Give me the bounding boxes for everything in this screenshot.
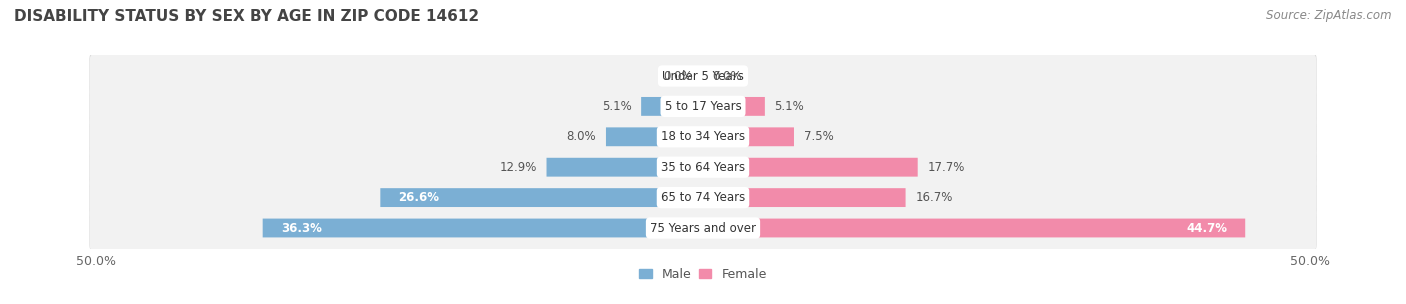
Text: Under 5 Years: Under 5 Years bbox=[662, 70, 744, 82]
FancyBboxPatch shape bbox=[547, 158, 703, 177]
FancyBboxPatch shape bbox=[381, 188, 703, 207]
Text: 8.0%: 8.0% bbox=[567, 130, 596, 143]
FancyBboxPatch shape bbox=[703, 158, 918, 177]
FancyBboxPatch shape bbox=[89, 113, 1317, 160]
FancyBboxPatch shape bbox=[90, 54, 1316, 99]
Text: 12.9%: 12.9% bbox=[499, 161, 537, 174]
Text: 18 to 34 Years: 18 to 34 Years bbox=[661, 130, 745, 143]
Text: 7.5%: 7.5% bbox=[804, 130, 834, 143]
Text: 65 to 74 Years: 65 to 74 Years bbox=[661, 191, 745, 204]
FancyBboxPatch shape bbox=[703, 127, 794, 146]
Text: DISABILITY STATUS BY SEX BY AGE IN ZIP CODE 14612: DISABILITY STATUS BY SEX BY AGE IN ZIP C… bbox=[14, 9, 479, 24]
FancyBboxPatch shape bbox=[90, 176, 1316, 220]
FancyBboxPatch shape bbox=[641, 97, 703, 116]
Text: 0.0%: 0.0% bbox=[713, 70, 742, 82]
Legend: Male, Female: Male, Female bbox=[634, 263, 772, 286]
Text: 17.7%: 17.7% bbox=[928, 161, 965, 174]
FancyBboxPatch shape bbox=[90, 146, 1316, 190]
Text: 75 Years and over: 75 Years and over bbox=[650, 222, 756, 234]
Text: 5.1%: 5.1% bbox=[602, 100, 631, 113]
FancyBboxPatch shape bbox=[89, 53, 1317, 99]
FancyBboxPatch shape bbox=[606, 127, 703, 146]
FancyBboxPatch shape bbox=[90, 206, 1316, 251]
FancyBboxPatch shape bbox=[703, 97, 765, 116]
FancyBboxPatch shape bbox=[89, 205, 1317, 251]
FancyBboxPatch shape bbox=[263, 219, 703, 237]
FancyBboxPatch shape bbox=[89, 174, 1317, 221]
FancyBboxPatch shape bbox=[703, 219, 1246, 237]
FancyBboxPatch shape bbox=[89, 144, 1317, 191]
FancyBboxPatch shape bbox=[90, 85, 1316, 129]
Text: 44.7%: 44.7% bbox=[1187, 222, 1227, 234]
Text: 26.6%: 26.6% bbox=[398, 191, 440, 204]
Text: 5 to 17 Years: 5 to 17 Years bbox=[665, 100, 741, 113]
FancyBboxPatch shape bbox=[703, 188, 905, 207]
Text: 16.7%: 16.7% bbox=[915, 191, 953, 204]
Text: 35 to 64 Years: 35 to 64 Years bbox=[661, 161, 745, 174]
FancyBboxPatch shape bbox=[89, 83, 1317, 130]
Text: 0.0%: 0.0% bbox=[664, 70, 693, 82]
Text: 36.3%: 36.3% bbox=[281, 222, 322, 234]
Text: 5.1%: 5.1% bbox=[775, 100, 804, 113]
Text: Source: ZipAtlas.com: Source: ZipAtlas.com bbox=[1267, 9, 1392, 22]
FancyBboxPatch shape bbox=[90, 115, 1316, 160]
